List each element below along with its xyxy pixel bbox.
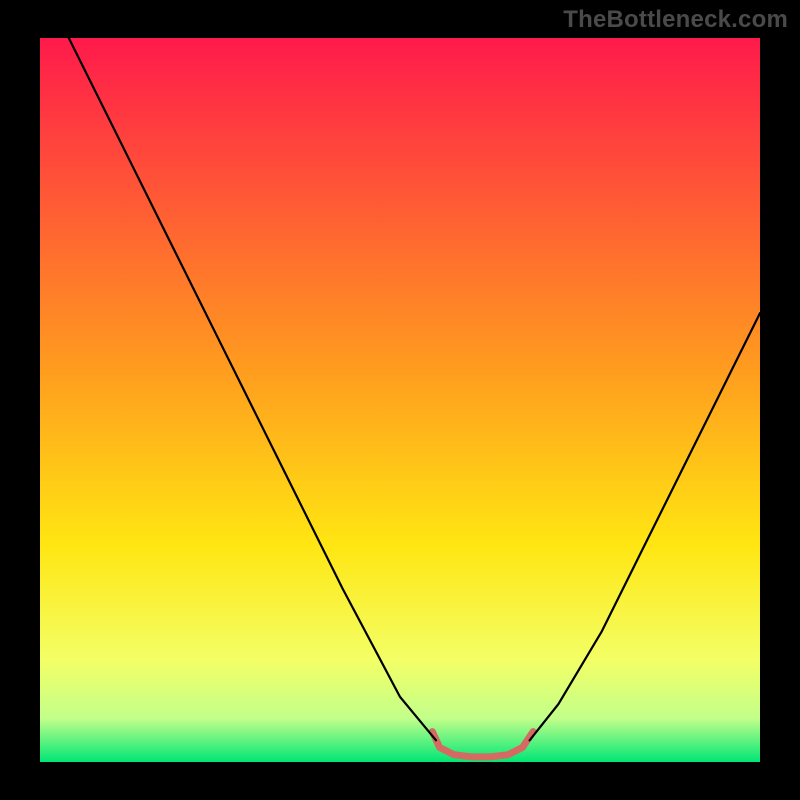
chart-frame: TheBottleneck.com (0, 0, 800, 800)
bottleneck-chart (40, 38, 760, 762)
watermark-text: TheBottleneck.com (563, 6, 788, 34)
gradient-background (40, 38, 760, 762)
plot-area (40, 38, 760, 762)
